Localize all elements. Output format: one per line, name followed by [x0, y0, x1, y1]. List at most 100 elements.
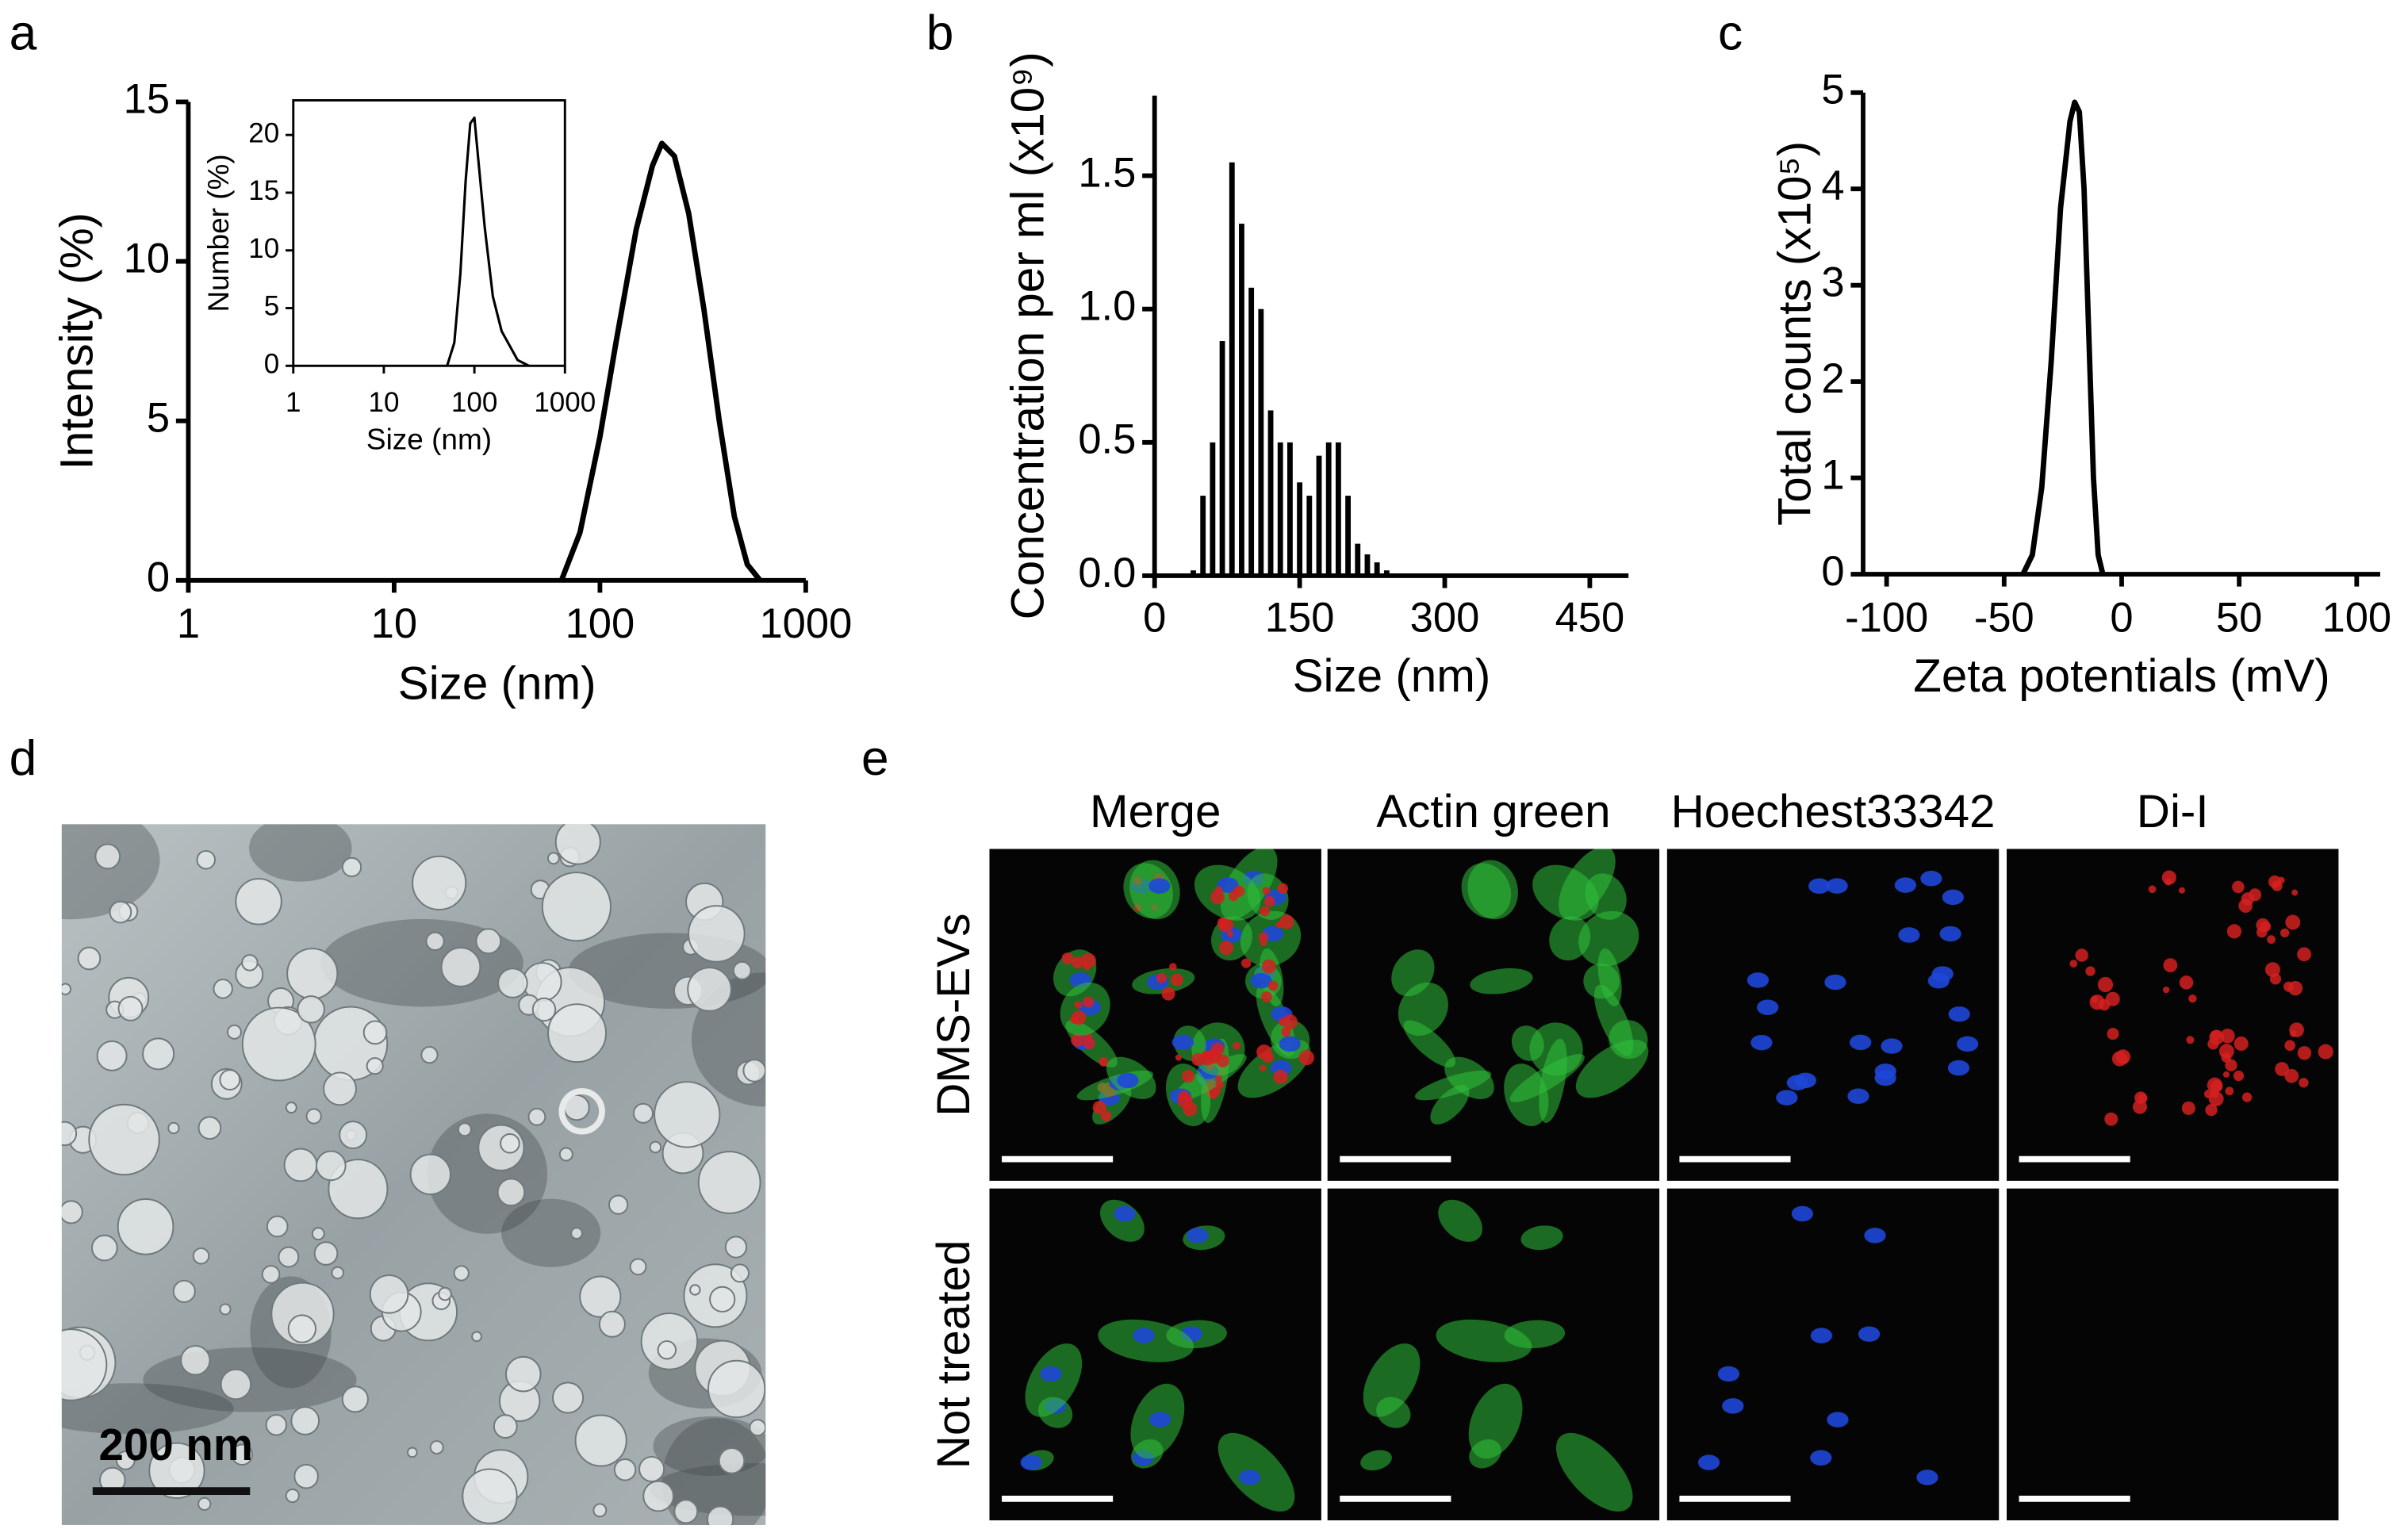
y-tick-label: 4 — [1821, 163, 1844, 209]
tem-vesicle — [547, 852, 560, 865]
dii-dot — [1061, 952, 1074, 964]
nucleus — [1114, 1205, 1136, 1222]
dii-dot — [1260, 1064, 1267, 1071]
tem-vesicle — [219, 1069, 241, 1090]
tem-vesicle — [497, 968, 528, 998]
x-tick-label: 300 — [1410, 594, 1480, 641]
y-tick-label: 5 — [264, 291, 279, 322]
actin — [1470, 968, 1533, 994]
y-axis-label: Number (%) — [202, 154, 235, 312]
actin — [1585, 873, 1627, 920]
dii-dot — [2085, 966, 2095, 976]
micrograph-content — [1053, 849, 1314, 1126]
histogram-bar — [1364, 554, 1371, 576]
dii-dot — [1175, 1054, 1182, 1061]
dii-dot — [2107, 1028, 2119, 1040]
tem-vesicle — [285, 1489, 300, 1504]
actin — [1555, 1432, 1633, 1512]
histogram-bar — [1200, 496, 1206, 576]
tem-vesicle — [706, 1505, 734, 1525]
panel-label: a — [10, 6, 37, 60]
actin — [1583, 963, 1620, 999]
nucleus — [1776, 1090, 1798, 1106]
y-tick-label: 0 — [264, 349, 279, 380]
nucleus — [1117, 1072, 1139, 1089]
histogram-bar — [1287, 442, 1293, 576]
tem-vesicle — [226, 1024, 242, 1040]
dii-dot — [2132, 1099, 2147, 1114]
dii-dot — [2115, 1049, 2131, 1064]
y-tick-label: 0.5 — [1078, 416, 1136, 463]
dii-dot — [1215, 1080, 1224, 1090]
actin — [1467, 860, 1518, 920]
histogram-bar — [1277, 442, 1283, 576]
tem-vesicle — [657, 1340, 677, 1360]
histogram-bar — [1219, 341, 1225, 576]
y-tick-label: 15 — [124, 75, 170, 122]
dii-dot — [2162, 986, 2170, 994]
tem-vesicle — [261, 1265, 281, 1284]
scale-bar-label: 200 nm — [99, 1420, 253, 1470]
tem-vesicle — [504, 1355, 542, 1393]
dii-dot — [2220, 1029, 2235, 1044]
dii-dot — [1169, 963, 1177, 971]
nucleus — [1874, 1063, 1896, 1079]
histogram-bar — [1345, 496, 1352, 576]
dii-dot — [2163, 958, 2178, 973]
tem-vesicle — [420, 1046, 439, 1064]
dii-dot — [1275, 921, 1283, 929]
nucleus — [1148, 1412, 1171, 1427]
tem-vesicle — [749, 1419, 766, 1437]
dii-dot — [1182, 1070, 1195, 1083]
tem-vesicle — [707, 1359, 766, 1419]
actin — [1504, 1063, 1549, 1126]
tem-vesicle — [654, 1081, 721, 1148]
micrograph-content — [2069, 870, 2333, 1126]
dii-dot — [2280, 928, 2290, 938]
dii-dot — [1279, 914, 1294, 929]
dii-dot — [2207, 1038, 2219, 1050]
actin — [1468, 1383, 1523, 1459]
tem-vesicle — [286, 948, 339, 1000]
tem-vesicle — [552, 1381, 585, 1414]
nucleus — [1757, 999, 1779, 1015]
dii-dot — [2165, 878, 2172, 886]
tem-vesicle — [409, 1153, 451, 1195]
nucleus — [1810, 1328, 1833, 1343]
row-label: DMS-EVs — [928, 914, 980, 1117]
tem-vesicle — [497, 1178, 526, 1207]
tem-vesicle — [192, 1247, 210, 1265]
x-tick-label: 50 — [2216, 594, 2262, 641]
dii-dot — [2181, 1101, 2195, 1115]
dii-dot — [1262, 887, 1271, 895]
y-axis-label: Intensity (%) — [52, 213, 103, 469]
tem-vesicle — [235, 878, 282, 925]
histogram-bar — [1383, 570, 1390, 576]
tem-vesicle — [180, 1345, 211, 1376]
tem-stain — [61, 824, 160, 920]
histogram-bar — [1316, 455, 1322, 576]
nucleus — [1942, 889, 1965, 906]
nucleus — [1148, 878, 1171, 894]
tem-vesicle — [649, 1140, 662, 1154]
tem-vesicle — [724, 1236, 748, 1259]
micrograph — [2007, 1188, 2339, 1521]
tem-vesicle — [197, 1496, 212, 1512]
y-tick-label: 15 — [248, 175, 279, 206]
dii-dot — [2188, 994, 2197, 1003]
nucleus — [1697, 1454, 1720, 1470]
tem-vesicle — [61, 1121, 78, 1147]
dii-dot — [2285, 914, 2301, 930]
x-tick-label: 450 — [1555, 594, 1625, 641]
dii-dot — [1273, 1069, 1288, 1085]
actin — [1511, 1025, 1544, 1061]
nucleus — [1957, 1036, 1979, 1052]
x-tick-label: 100 — [566, 600, 635, 647]
dii-dot — [1263, 895, 1275, 907]
y-tick-label: 0.0 — [1078, 550, 1136, 596]
tem-vesicle — [283, 1148, 318, 1182]
tem-stain — [249, 824, 352, 882]
dii-dot — [2232, 880, 2245, 894]
tem-vesicle — [278, 1246, 300, 1268]
